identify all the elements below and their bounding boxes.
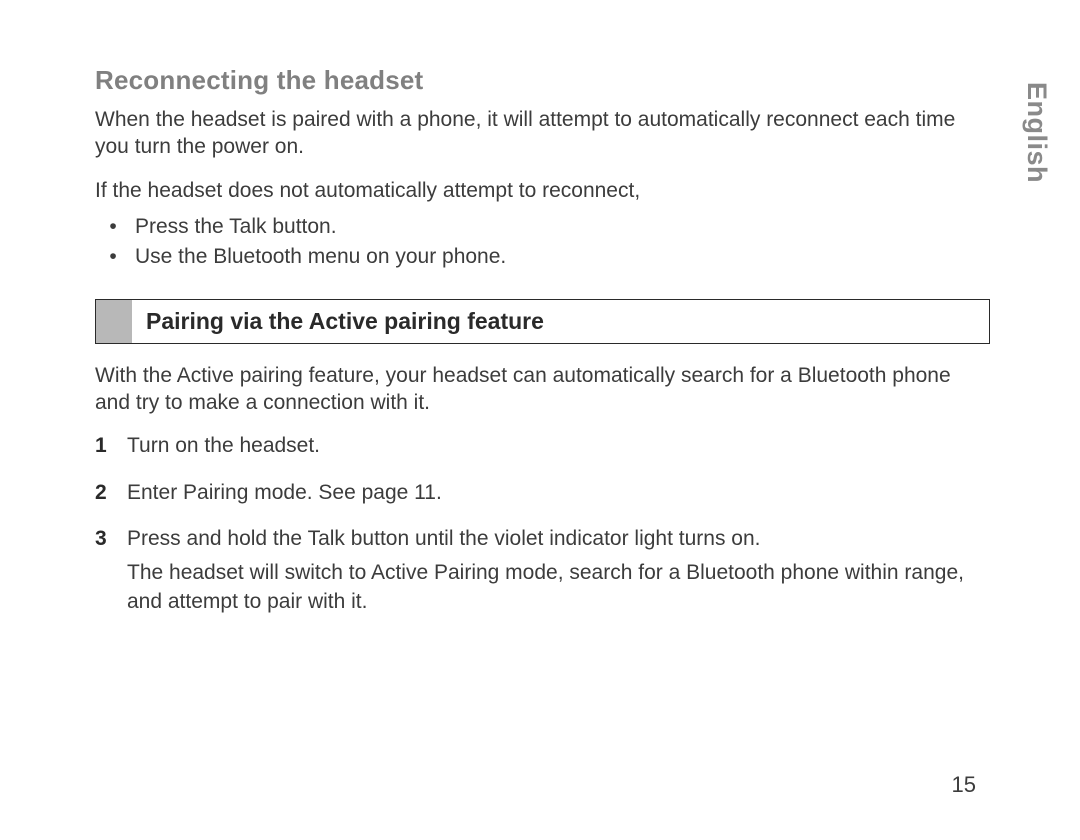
step-number: 3 (95, 525, 109, 553)
manual-page: English Reconnecting the headset When th… (0, 0, 1080, 840)
step-number: 1 (95, 432, 109, 460)
step-number: 2 (95, 479, 109, 507)
language-side-tab: English (1021, 82, 1052, 183)
bullet-icon: • (105, 242, 121, 272)
step-body: Press and hold the Talk button until the… (127, 525, 990, 616)
boxed-section-heading: Pairing via the Active pairing feature (95, 299, 990, 344)
list-item: 2 Enter Pairing mode. See page 11. (95, 479, 990, 507)
step-subtext: The headset will switch to Active Pairin… (127, 559, 990, 616)
reconnect-paragraph-2: If the headset does not automatically at… (95, 177, 990, 204)
reconnect-bullet-list: • Press the Talk button. • Use the Bluet… (95, 212, 990, 273)
reconnect-paragraph-1: When the headset is paired with a phone,… (95, 106, 990, 161)
list-item: • Press the Talk button. (105, 212, 990, 242)
page-number: 15 (952, 772, 976, 798)
step-text: Enter Pairing mode. See page 11. (127, 479, 990, 507)
step-text: Press and hold the Talk button until the… (127, 525, 990, 553)
bullet-text: Press the Talk button. (135, 212, 337, 242)
active-pairing-intro: With the Active pairing feature, your he… (95, 362, 990, 417)
list-item: 3 Press and hold the Talk button until t… (95, 525, 990, 616)
bullet-icon: • (105, 212, 121, 242)
bullet-text: Use the Bluetooth menu on your phone. (135, 242, 506, 272)
boxed-heading-label: Pairing via the Active pairing feature (132, 300, 989, 343)
list-item: • Use the Bluetooth menu on your phone. (105, 242, 990, 272)
section-title-reconnecting: Reconnecting the headset (95, 65, 990, 96)
steps-list: 1 Turn on the headset. 2 Enter Pairing m… (95, 432, 990, 616)
heading-tab-fill (96, 300, 132, 343)
step-text: Turn on the headset. (127, 432, 990, 460)
list-item: 1 Turn on the headset. (95, 432, 990, 460)
